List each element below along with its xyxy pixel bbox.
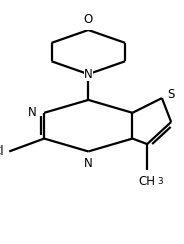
Text: N: N [84,157,93,170]
Text: Cl: Cl [0,145,4,158]
Text: N: N [28,106,37,119]
Text: 3: 3 [157,177,163,186]
Text: S: S [167,88,175,101]
Text: CH: CH [139,175,156,188]
Text: N: N [84,68,93,81]
Text: O: O [84,13,93,26]
